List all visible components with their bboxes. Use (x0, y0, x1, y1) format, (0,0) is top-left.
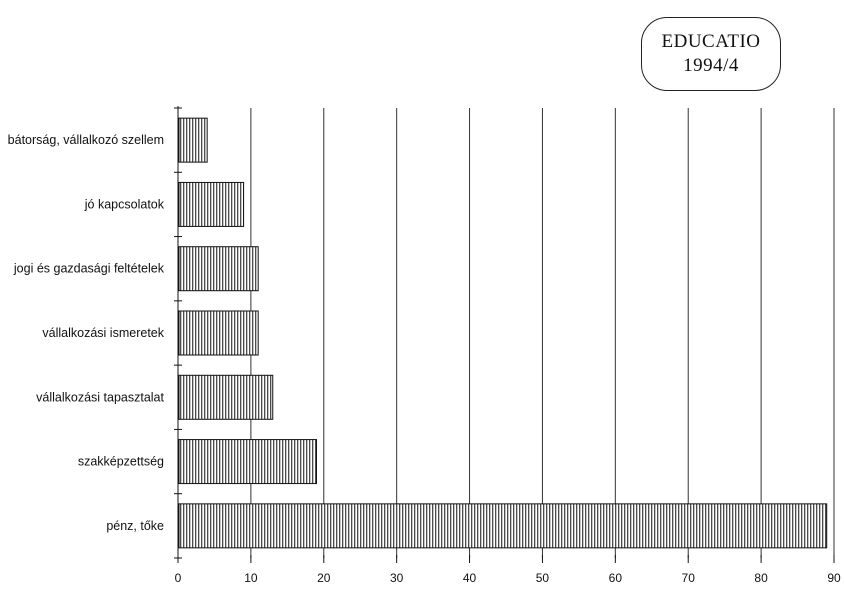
x-tick-label-80: 80 (754, 571, 768, 585)
grid-lines (250, 108, 835, 558)
bar-5 (178, 439, 317, 485)
category-label-6: pénz, tőke (106, 519, 164, 533)
bar-2 (178, 246, 259, 292)
category-label-5: szakképzettség (78, 455, 164, 469)
x-tick-label-0: 0 (175, 571, 182, 585)
category-label-1: jó kapcsolatok (84, 197, 165, 211)
bar-1 (178, 181, 245, 227)
x-tick-label-50: 50 (536, 571, 550, 585)
bars (178, 117, 828, 549)
x-tick-label-70: 70 (682, 571, 696, 585)
x-tick-label-10: 10 (244, 571, 258, 585)
category-label-3: vállalkozási ismeretek (42, 326, 164, 340)
category-label-4: vállalkozási tapasztalat (36, 390, 164, 404)
category-labels: bátorság, vállalkozó szellem jó kapcsolat… (8, 133, 165, 533)
category-label-2: jogi és gazdasági feltételek (13, 262, 165, 276)
bar-3 (178, 310, 259, 356)
journal-issue: 1994/4 (683, 55, 739, 76)
x-tick-label-60: 60 (609, 571, 623, 585)
axes (174, 106, 835, 563)
journal-badge: EDUCATIO 1994/4 (641, 17, 781, 91)
x-tick-label-30: 30 (390, 571, 404, 585)
bar-0 (178, 117, 208, 163)
x-tick-labels: 0 10 20 30 40 50 60 70 80 90 (175, 571, 841, 585)
bar-6 (178, 503, 828, 549)
x-tick-label-90: 90 (827, 571, 841, 585)
journal-name: EDUCATIO (661, 31, 761, 52)
x-tick-label-40: 40 (463, 571, 477, 585)
x-tick-label-20: 20 (317, 571, 331, 585)
category-label-0: bátorság, vállalkozó szellem (8, 133, 164, 147)
bar-4 (178, 374, 274, 420)
